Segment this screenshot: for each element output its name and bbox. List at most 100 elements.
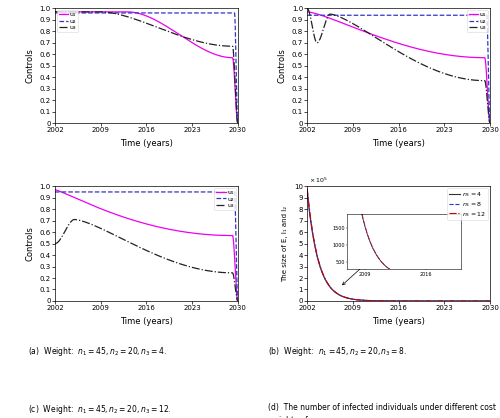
Line: u₁: u₁ (55, 12, 238, 123)
$n_3=8$ (430, 298, 436, 303)
u₃ (178, 33, 184, 38)
$n_3=4$ (430, 298, 436, 303)
Y-axis label: Controls: Controls (278, 48, 286, 83)
Legend: u₁, u₂, u₃: u₁, u₂, u₃ (214, 188, 236, 210)
u₂ (384, 13, 390, 18)
u₁ (70, 195, 76, 200)
u₃ (194, 38, 200, 43)
Line: u₃: u₃ (307, 8, 490, 123)
$n_3=4$ (446, 298, 452, 303)
u₁ (235, 121, 241, 126)
Y-axis label: The size of E, I₁ and I₂: The size of E, I₁ and I₂ (282, 206, 288, 282)
$n_3=8$ (304, 188, 310, 193)
u₃ (52, 241, 58, 246)
u₁ (126, 9, 132, 14)
u₁ (430, 50, 436, 55)
u₃ (52, 9, 58, 14)
Line: u₁: u₁ (307, 12, 490, 123)
$n_3=8$ (450, 298, 456, 303)
Line: u₂: u₂ (55, 192, 238, 301)
$n_3=12$ (487, 298, 493, 303)
Y-axis label: Controls: Controls (25, 48, 34, 83)
u₃ (323, 18, 329, 23)
u₂ (446, 13, 452, 18)
u₁ (446, 53, 452, 58)
u₂ (194, 10, 200, 15)
Text: (c)  Weight:  $n_1=45, n_2=20, n_3=12$.: (c) Weight: $n_1=45, n_2=20, n_3=12$. (28, 403, 171, 416)
u₃ (198, 267, 204, 272)
u₁ (378, 35, 384, 40)
u₂ (198, 189, 204, 194)
u₂ (304, 13, 310, 18)
u₁ (70, 9, 76, 14)
Y-axis label: Controls: Controls (25, 226, 34, 261)
u₂ (52, 10, 58, 15)
u₂ (378, 13, 384, 18)
Text: (d)  The number of infected individuals under different cost weights of $n_3$.: (d) The number of infected individuals u… (268, 403, 496, 418)
u₂ (70, 189, 76, 194)
u₁ (194, 43, 200, 48)
u₃ (126, 15, 132, 20)
u₃ (72, 217, 78, 222)
u₂ (235, 298, 241, 303)
u₁ (323, 14, 329, 19)
X-axis label: Time (years): Time (years) (372, 317, 425, 326)
Line: $n_3=4$: $n_3=4$ (307, 192, 490, 301)
$n_3=12$ (378, 298, 384, 303)
$n_3=4$ (304, 189, 310, 194)
$n_3=4$ (323, 278, 329, 283)
u₁ (450, 53, 456, 58)
u₁ (178, 33, 184, 38)
u₃ (132, 243, 138, 248)
$n_3=8$ (323, 278, 329, 283)
u₁ (198, 232, 204, 237)
X-axis label: Time (years): Time (years) (120, 139, 173, 148)
u₁ (304, 9, 310, 14)
u₃ (304, 6, 310, 11)
$n_3=4$ (378, 298, 384, 303)
u₃ (194, 266, 200, 271)
u₁ (126, 216, 132, 221)
u₃ (446, 73, 452, 78)
Line: u₂: u₂ (55, 13, 238, 123)
$n_3=8$ (487, 298, 493, 303)
u₂ (132, 10, 138, 15)
u₃ (430, 66, 436, 71)
u₂ (194, 189, 200, 194)
u₁ (132, 10, 138, 15)
$n_3=12$ (450, 298, 456, 303)
Text: $\times\,10^5$: $\times\,10^5$ (309, 176, 328, 185)
u₂ (52, 189, 58, 194)
u₁ (132, 218, 138, 223)
u₂ (430, 13, 436, 18)
u₃ (126, 240, 132, 245)
u₂ (126, 10, 132, 15)
$n_3=12$ (304, 186, 310, 191)
$n_3=12$ (323, 278, 329, 283)
u₃ (235, 298, 241, 303)
u₃ (378, 38, 384, 43)
u₃ (198, 39, 204, 44)
Line: u₁: u₁ (55, 190, 238, 301)
u₁ (52, 187, 58, 192)
u₁ (487, 121, 493, 126)
$n_3=4$ (487, 298, 493, 303)
u₃ (487, 121, 493, 126)
$n_3=8$ (446, 298, 452, 303)
u₁ (194, 231, 200, 236)
Legend: $n_3=4$, $n_3=8$, $n_3=12$: $n_3=4$, $n_3=8$, $n_3=12$ (448, 188, 488, 220)
u₁ (198, 45, 204, 50)
$n_3=12$ (430, 298, 436, 303)
Line: $n_3=8$: $n_3=8$ (307, 190, 490, 301)
$n_3=8$ (384, 298, 390, 303)
u₂ (132, 189, 138, 194)
$n_3=4$ (450, 298, 456, 303)
u₃ (70, 9, 76, 14)
X-axis label: Time (years): Time (years) (372, 139, 425, 148)
u₂ (126, 189, 132, 194)
Line: u₃: u₃ (55, 12, 238, 123)
u₂ (178, 10, 184, 15)
u₂ (70, 10, 76, 15)
u₃ (384, 43, 390, 48)
u₂ (235, 121, 241, 126)
